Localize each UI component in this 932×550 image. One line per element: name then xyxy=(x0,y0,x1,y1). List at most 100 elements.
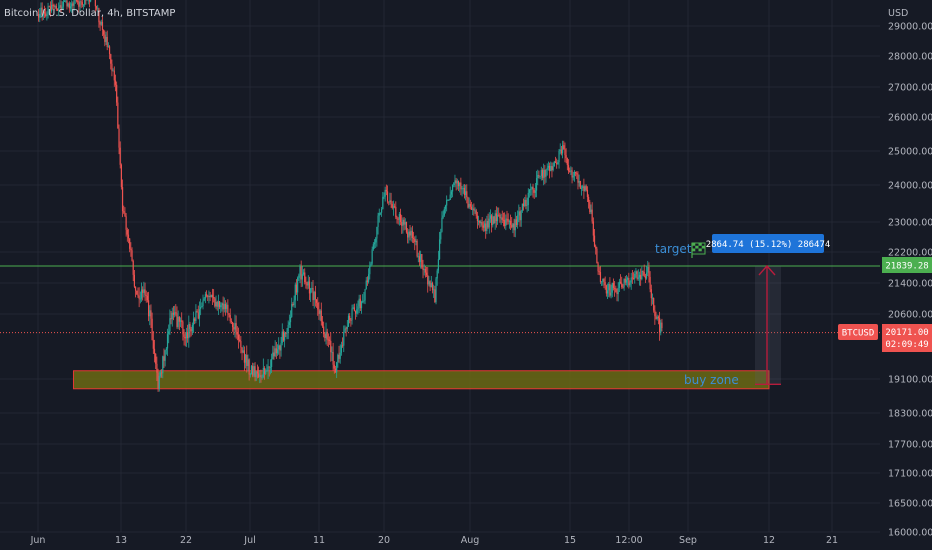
candle xyxy=(399,208,402,226)
candle xyxy=(390,192,392,208)
candle xyxy=(65,0,67,3)
candle xyxy=(625,274,628,286)
candle xyxy=(656,314,658,321)
candle xyxy=(488,212,490,234)
candle xyxy=(518,204,520,223)
candle xyxy=(364,288,366,305)
candle xyxy=(537,169,539,186)
candle xyxy=(412,231,415,244)
candle xyxy=(289,310,292,328)
candle xyxy=(407,228,409,244)
candle xyxy=(317,297,319,316)
candle xyxy=(494,210,496,230)
target-price-tag: 21839.28 xyxy=(882,257,932,273)
buy-zone-rectangle[interactable] xyxy=(72,370,770,390)
candle xyxy=(327,333,329,348)
candle xyxy=(175,304,177,317)
candle xyxy=(131,247,133,262)
candle xyxy=(544,165,546,185)
candle xyxy=(396,215,398,224)
candle xyxy=(162,355,164,379)
candle xyxy=(208,290,210,304)
candle xyxy=(559,143,561,155)
candle xyxy=(88,0,91,8)
candle xyxy=(121,179,124,218)
candle xyxy=(622,284,624,289)
candle xyxy=(281,323,283,346)
candle xyxy=(420,250,422,269)
candle xyxy=(81,0,83,8)
candle xyxy=(123,205,125,215)
candle xyxy=(125,213,127,237)
measure-tag[interactable]: 2864.74 (15.12%) 286474 xyxy=(706,234,831,253)
candle xyxy=(268,366,270,377)
candle xyxy=(459,182,461,193)
candle xyxy=(638,271,641,286)
x-tick-label: Sep xyxy=(679,535,697,546)
candle xyxy=(168,324,170,344)
candle xyxy=(360,300,363,314)
candle xyxy=(444,204,447,214)
candle xyxy=(592,217,594,242)
x-tick-label: 12 xyxy=(763,535,775,546)
candle xyxy=(648,262,650,283)
candles[interactable] xyxy=(37,0,663,392)
candle xyxy=(174,305,176,318)
candle xyxy=(482,221,484,232)
candle xyxy=(144,282,146,301)
candle xyxy=(619,274,622,285)
candle xyxy=(274,340,276,358)
candle xyxy=(276,344,279,356)
candle xyxy=(418,250,421,266)
candle xyxy=(487,213,489,229)
candle xyxy=(388,201,390,206)
candle xyxy=(347,313,350,327)
candle xyxy=(292,302,294,307)
candle xyxy=(346,319,348,332)
candle xyxy=(252,362,254,378)
candle xyxy=(51,0,53,13)
candle xyxy=(377,212,379,235)
measure-arrow[interactable] xyxy=(755,264,781,386)
candle xyxy=(515,215,518,228)
x-tick-label: Jun xyxy=(30,535,46,546)
chart-title: Bitcoin / U.S. Dollar, 4h, BITSTAMP xyxy=(4,8,175,19)
candle xyxy=(339,344,341,364)
candle xyxy=(210,294,212,298)
candle xyxy=(302,269,305,276)
candle xyxy=(97,4,99,12)
candle xyxy=(143,281,145,298)
candle xyxy=(530,183,532,196)
candle xyxy=(604,276,606,290)
candle xyxy=(243,346,246,371)
candle xyxy=(635,268,637,278)
candle xyxy=(244,354,247,369)
candle xyxy=(192,311,195,333)
y-tick-label: 17700.00 xyxy=(888,440,932,451)
candle xyxy=(617,282,619,302)
candle xyxy=(331,346,333,362)
candle xyxy=(358,294,360,314)
candle xyxy=(427,267,429,293)
candle xyxy=(467,196,469,209)
candle xyxy=(539,175,541,180)
candle xyxy=(548,162,551,179)
candle xyxy=(441,211,443,233)
candle xyxy=(612,278,615,291)
candle xyxy=(203,297,205,302)
candle xyxy=(577,171,579,190)
candle xyxy=(528,189,531,198)
candle xyxy=(280,337,282,357)
candle xyxy=(520,209,522,227)
candle xyxy=(195,304,197,324)
candle xyxy=(324,332,326,342)
candle xyxy=(384,186,386,202)
candle xyxy=(558,149,560,169)
y-tick-label: 27000.00 xyxy=(888,83,932,94)
candle xyxy=(249,372,251,378)
candle xyxy=(368,268,370,284)
candle xyxy=(563,140,565,150)
candle xyxy=(273,346,275,360)
y-tick-label: 16500.00 xyxy=(888,499,932,510)
